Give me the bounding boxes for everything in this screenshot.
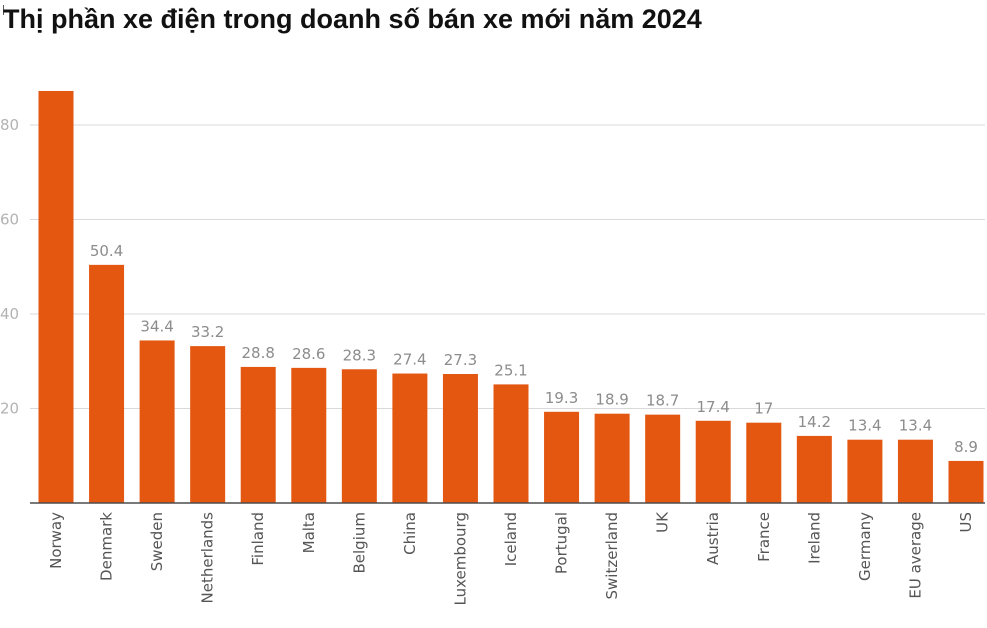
bar: [847, 439, 883, 503]
bar: [948, 460, 984, 503]
data-label: 33.2: [191, 323, 224, 341]
category-label: Iceland: [502, 512, 520, 566]
data-label: 27.4: [393, 351, 426, 369]
category-label: Netherlands: [199, 512, 217, 604]
data-label: 28.6: [292, 345, 325, 363]
data-label: 34.4: [140, 317, 173, 335]
y-tick-label: 60: [0, 211, 19, 229]
category-label: Belgium: [350, 512, 368, 574]
bar: [695, 420, 731, 503]
category-label: Germany: [856, 512, 874, 581]
bar: [796, 435, 832, 503]
data-label: 28.8: [242, 344, 275, 362]
data-label: 19.3: [545, 389, 578, 407]
bar: [442, 374, 478, 503]
bar: [645, 414, 681, 503]
data-label: 17: [754, 400, 773, 418]
bar: [493, 384, 529, 503]
y-tick-label: 80: [0, 116, 19, 134]
bar: [139, 340, 175, 503]
category-label: France: [755, 512, 773, 562]
category-label: US: [957, 512, 975, 533]
category-label: Austria: [704, 512, 722, 565]
category-label: Ireland: [805, 512, 823, 564]
bar: [594, 413, 630, 503]
chart-title: Thị phần xe điện trong doanh số bán xe m…: [3, 4, 702, 34]
bar: [240, 366, 276, 503]
data-label: 14.2: [798, 413, 831, 431]
data-label: 8.9: [954, 438, 978, 456]
bar: [291, 367, 327, 503]
data-label: 25.1: [494, 361, 527, 379]
data-label: 18.9: [595, 391, 628, 409]
category-label: Denmark: [98, 512, 116, 581]
category-label: EU average: [906, 512, 924, 599]
bar: [544, 411, 580, 503]
data-label: 27.3: [444, 351, 477, 369]
data-label: 13.4: [899, 417, 932, 435]
data-label: 28.3: [343, 346, 376, 364]
category-label: UK: [654, 511, 672, 533]
y-tick-label: 40: [0, 305, 19, 323]
data-label: 13.4: [848, 417, 881, 435]
data-label: 17.4: [697, 398, 730, 416]
category-label: Switzerland: [603, 512, 621, 600]
category-label: Malta: [300, 512, 318, 553]
data-label: 50.4: [90, 242, 123, 260]
bar: [89, 264, 125, 503]
bar: [392, 373, 428, 503]
category-label: Sweden: [148, 512, 166, 571]
category-label: Luxembourg: [451, 512, 469, 606]
bar: [341, 369, 377, 503]
y-tick-label: 20: [0, 400, 19, 418]
category-label: Portugal: [553, 512, 571, 574]
data-label: 18.7: [646, 392, 679, 410]
bar: [897, 439, 933, 503]
bar: [38, 90, 74, 503]
category-label: China: [401, 512, 419, 555]
category-label: Finland: [249, 512, 267, 566]
category-label: Norway: [47, 512, 65, 569]
bar: [190, 346, 226, 503]
bar: [746, 422, 782, 503]
title-marker: [3, 5, 4, 15]
